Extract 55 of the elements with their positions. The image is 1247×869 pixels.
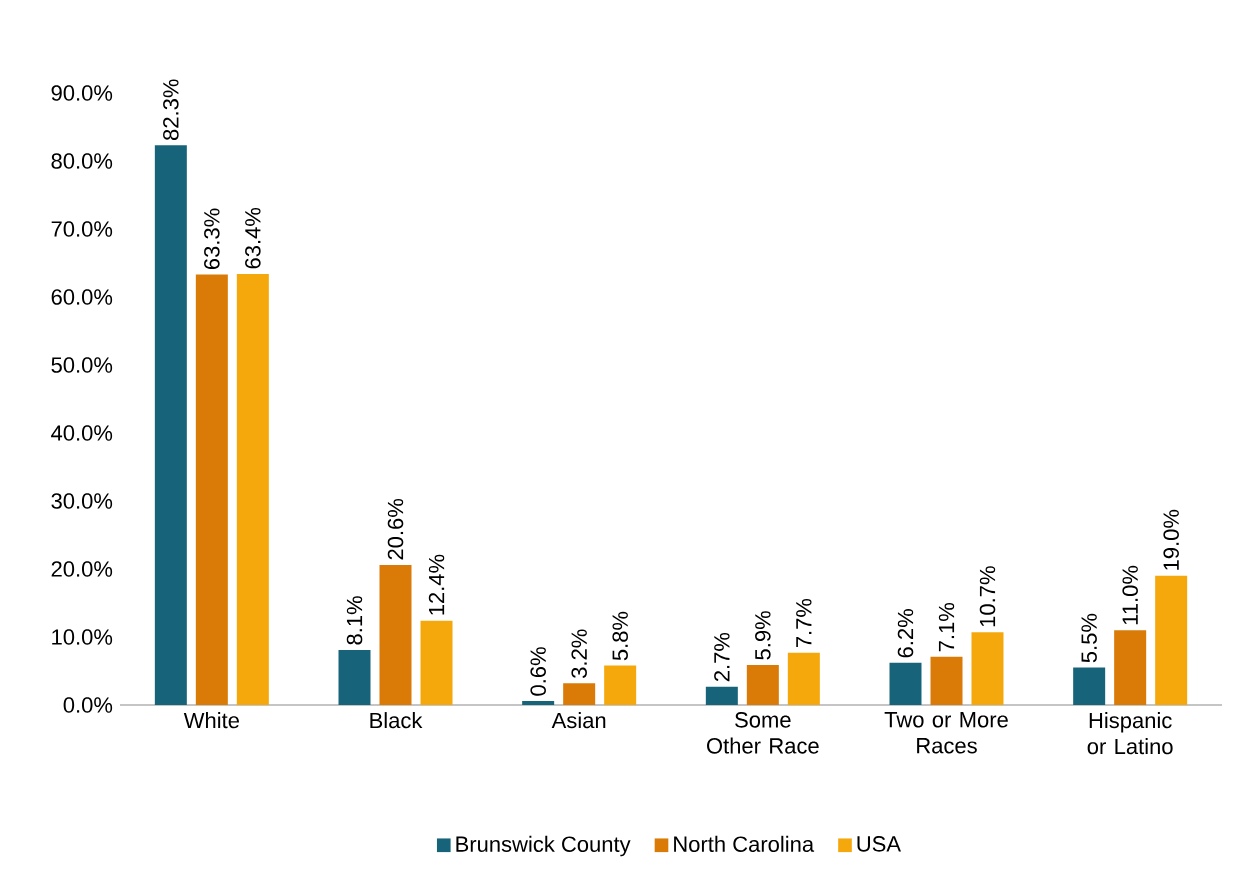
bar (705, 686, 738, 705)
y-tick-label: 10.0% (52, 629, 113, 645)
data-label: 6.2% (897, 609, 914, 658)
data-label: 8.1% (346, 596, 363, 645)
data-label: 5.9% (755, 611, 771, 660)
bar (787, 652, 820, 705)
y-tick-label: 60.0% (51, 289, 113, 305)
bar (604, 665, 637, 705)
bar (522, 700, 555, 705)
legend-label: USA (857, 836, 901, 852)
data-label: 0.6% (530, 647, 546, 696)
x-tick-label: Hispanic or Latino (1087, 712, 1173, 755)
x-tick-label: Asian (551, 712, 606, 729)
bar (420, 620, 453, 705)
data-label: 19.0% (1163, 509, 1179, 570)
y-tick-label: 90.0% (51, 85, 113, 101)
data-label: 7.7% (796, 598, 812, 648)
data-label: 63.4% (245, 207, 261, 269)
legend-label: North Carolina (674, 835, 815, 852)
data-label: 12.4% (428, 554, 445, 615)
bar (154, 145, 187, 705)
bar (746, 664, 779, 705)
bar (379, 564, 412, 705)
y-tick-label: 20.0% (51, 561, 113, 577)
bar (563, 683, 596, 705)
y-tick-label: 70.0% (51, 221, 113, 237)
data-label: 2.7% (714, 632, 730, 682)
x-tick-label: Some Other Race (707, 712, 819, 754)
bar (971, 632, 1004, 705)
y-tick-label: 0.0% (63, 697, 113, 713)
bar (1155, 575, 1188, 705)
bar (1114, 630, 1147, 705)
bar (236, 273, 269, 705)
bar (338, 649, 371, 705)
data-label: 63.3% (204, 208, 220, 270)
data-label: 3.2% (571, 629, 587, 678)
bar (1073, 667, 1106, 705)
x-tick-label: Black (370, 712, 423, 729)
legend-label: Brunswick County (456, 835, 631, 857)
y-tick-label: 50.0% (51, 357, 113, 373)
bar (930, 656, 963, 705)
bar (195, 274, 228, 705)
data-label: 5.8% (612, 611, 628, 661)
data-label: 20.6% (387, 498, 404, 560)
data-label: 7.1% (938, 602, 955, 652)
data-label: 10.7% (979, 566, 996, 627)
data-label: 82.3% (163, 79, 179, 141)
bar (889, 662, 922, 705)
data-label: 11.0% (1122, 565, 1138, 625)
y-tick-label: 80.0% (51, 153, 113, 169)
y-tick-label: 40.0% (51, 425, 113, 441)
x-tick-label: White (183, 712, 239, 729)
y-tick-label: 30.0% (51, 493, 113, 509)
data-label: 5.5% (1081, 613, 1097, 663)
x-tick-label: Two or More Races (884, 712, 1008, 754)
